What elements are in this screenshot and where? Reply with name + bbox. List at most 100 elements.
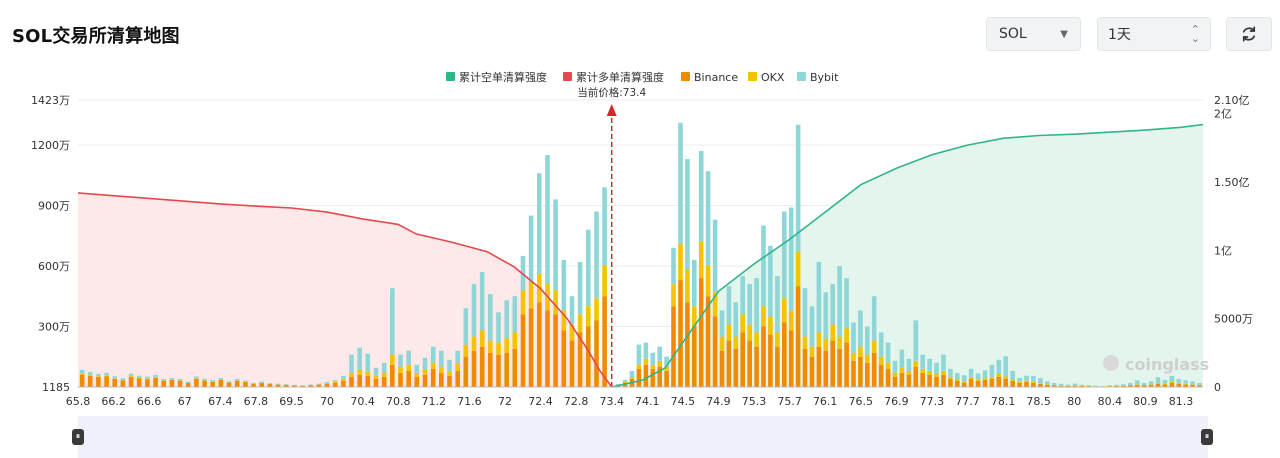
bar-okx [153,377,158,378]
bar-bybit [823,292,829,339]
bar-bybit [455,350,460,363]
short-cum-area [611,124,1203,387]
legend-label: OKX [761,71,785,84]
refresh-button[interactable] [1226,17,1272,51]
long-cum-area [78,192,612,387]
bar-binance [520,314,526,387]
cumulative-areas [78,124,1203,387]
x-tick-label: 74.1 [635,395,660,408]
bar-bybit [365,353,371,372]
bar-bybit [373,367,379,376]
slider-right-handle[interactable]: ⏸ [1201,429,1213,445]
bar-bybit [463,308,469,345]
bar-okx [324,383,330,384]
bar-bybit [941,354,946,371]
bar-okx [398,366,403,373]
x-tick-label: 72.8 [564,395,589,408]
time-range-select[interactable]: 1天 ⌃ ⌄ [1097,17,1211,51]
bar-binance [528,308,534,387]
symbol-select[interactable]: SOL ▼ [986,17,1081,51]
bar-okx [488,340,493,353]
bar-binance [488,352,493,387]
bar-bybit [802,288,808,337]
bar-binance [823,350,829,387]
bar-okx [636,364,642,369]
bar-okx [989,376,995,379]
bar-binance [169,379,175,387]
bar-binance [422,374,428,387]
bar-okx [136,377,142,379]
bar-bybit [809,306,815,347]
bar-bybit [982,370,988,379]
y-right-tick-label: 5000万 [1214,313,1253,326]
bar-binance [561,330,567,387]
bar-binance [357,374,362,387]
bar-bybit [1086,385,1092,386]
bar-okx [705,266,711,297]
bar-okx [795,251,801,287]
bar-bybit [913,320,919,361]
bar-bybit [390,288,395,355]
bar-okx [692,306,697,327]
bar-okx [782,298,787,323]
bar-okx [112,378,117,379]
bar-okx [837,336,842,349]
bar-okx [968,376,974,379]
slider-left-handle[interactable]: ⏸ [72,429,84,445]
bar-bybit [1169,375,1175,382]
bar-binance [657,366,662,387]
bar-binance [537,302,542,387]
bar-binance [439,372,444,387]
bar-okx [439,366,444,373]
bar-binance [1183,384,1188,387]
bar-bybit [692,259,697,307]
bar-bybit [1065,384,1071,386]
bar-binance [961,383,967,387]
bar-okx [885,362,891,369]
bar-binance [871,352,877,387]
bar-bybit [1176,379,1182,384]
bar-binance [913,366,919,387]
x-tick-label: 80.4 [1098,395,1123,408]
zoom-slider[interactable] [78,416,1208,458]
bar-bybit [275,383,281,385]
bar-bybit [161,378,166,381]
bar-okx [961,381,967,383]
bar-binance [982,379,988,387]
bar-bybit [316,383,322,385]
bar-binance [948,378,953,387]
bar-bybit [569,296,575,325]
bar-bybit [1003,356,1008,377]
bar-binance [300,385,305,387]
bar-binance [218,379,224,387]
bar-bybit [1128,383,1133,385]
bar-okx [920,368,925,373]
bar-okx [1176,383,1182,384]
bar-bybit [447,359,452,372]
bar-binance [365,375,371,387]
bar-bybit [899,349,905,368]
bar-okx [414,372,420,377]
bar-binance [1031,383,1036,387]
bar-bybit [698,151,704,242]
bar-okx [577,314,583,333]
bar-okx [87,375,93,376]
bar-binance [1162,384,1168,387]
bar-okx [899,367,905,373]
bar-binance [1045,385,1050,387]
bar-okx [528,282,534,309]
bar-bybit [1134,380,1140,385]
bar-okx [816,332,822,347]
bar-bybit [1093,385,1098,387]
bar-binance [594,320,599,387]
bar-binance [816,346,822,387]
bar-bybit [816,261,822,333]
bar-okx [406,364,411,371]
bar-okx [844,328,849,343]
bar-binance [927,374,932,387]
y-left-tick-label: 1423万 [31,94,70,107]
exchange-bars [79,122,1202,387]
bar-okx [719,336,725,351]
bar-binance [112,378,117,387]
bar-okx [96,376,101,377]
